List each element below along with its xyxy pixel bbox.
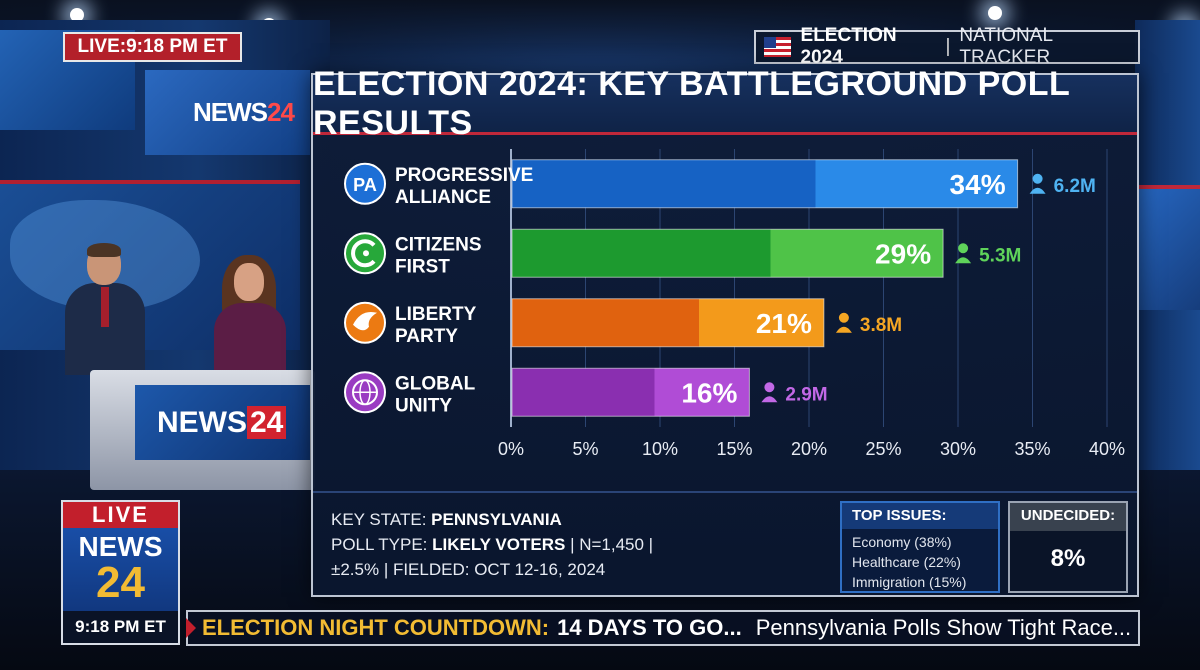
x-tick-label: 15% — [716, 439, 752, 459]
desk-brand-logo: NEWS 24 — [157, 405, 287, 440]
bar-value-label: 34% — [950, 169, 1006, 200]
undecided-title: UNDECIDED: — [1010, 503, 1126, 531]
x-tick-label: 5% — [572, 439, 598, 459]
poll-results-panel: ELECTION 2024: KEY BATTLEGROUND POLL RES… — [311, 65, 1139, 597]
voter-count-label: 3.8M — [860, 315, 902, 336]
live-badge-news: NEWS — [78, 531, 163, 562]
ticker-headline: Pennsylvania Polls Show Tight Race... — [755, 615, 1132, 640]
key-state-label: KEY STATE: — [331, 510, 427, 529]
top-issues-box: TOP ISSUES: Economy (38%) Healthcare (22… — [840, 501, 1000, 593]
tracker-subtitle: NATIONAL TRACKER — [959, 25, 1053, 68]
poll-details: KEY STATE: PENNSYLVANIA POLL TYPE: LIKEL… — [331, 507, 831, 582]
ticker-arrow-icon — [186, 618, 196, 638]
x-tick-label: 20% — [791, 439, 827, 459]
ticker-label: ELECTION NIGHT COUNTDOWN: — [202, 615, 550, 640]
studio-right-screen — [1138, 185, 1200, 310]
bar — [511, 367, 750, 417]
chart-bars — [511, 159, 1019, 417]
ceiling-light — [70, 8, 84, 22]
male-anchor — [65, 243, 145, 375]
person-icon — [955, 243, 972, 264]
live-badge-number: 24 — [96, 558, 145, 607]
party-name-line1: GLOBAL — [395, 373, 476, 394]
x-tick-label: 0% — [498, 439, 524, 459]
citizens-first-logo-icon — [344, 232, 386, 275]
bar-value-label: 16% — [681, 377, 737, 408]
x-tick-label: 10% — [642, 439, 678, 459]
person-icon — [761, 382, 778, 403]
party-name-line2: FIRST — [395, 256, 450, 277]
margin-of-error: ±2.5% — [331, 560, 380, 579]
key-state-value: PENNSYLVANIA — [431, 510, 562, 529]
key-state-line: KEY STATE: PENNSYLVANIA — [331, 507, 831, 532]
us-flag-icon — [764, 37, 791, 57]
studio-brand-screen: NEWS24 — [145, 70, 310, 155]
bar-value-label: 29% — [875, 238, 931, 269]
voter-count-label: 6.2M — [1054, 176, 1096, 197]
issue-item: Immigration (15%) — [852, 574, 967, 590]
voter-count-label: 2.9M — [785, 384, 827, 405]
party-name-line1: PROGRESSIVE — [395, 165, 533, 186]
poll-type-value: LIKELY VOTERS — [432, 535, 566, 554]
anchor-desk-logo-panel: NEWS 24 — [135, 385, 310, 460]
bar — [511, 298, 825, 348]
party-name-line1: CITIZENS — [395, 234, 482, 255]
x-tick-label: 40% — [1089, 439, 1125, 459]
x-axis-ticks: 0% 5% 10% 15% 20% 25% 30% 35% 40% — [498, 439, 1125, 459]
globe-logo-icon — [344, 371, 386, 414]
live-badge-label: LIVE — [63, 502, 178, 528]
tracker-divider: | — [945, 36, 951, 57]
ticker-countdown: 14 DAYS TO GO... — [557, 615, 742, 640]
bar — [511, 228, 944, 278]
poll-type-label: POLL TYPE: — [331, 535, 428, 554]
party-name-line2: ALLIANCE — [395, 187, 491, 208]
sample-size: | N=1,450 | — [570, 535, 654, 554]
person-icon — [1029, 173, 1046, 194]
eagle-logo-icon — [344, 301, 386, 344]
top-issues-title: TOP ISSUES: — [842, 503, 998, 529]
fielded-line: ±2.5% | FIELDED: OCT 12-16, 2024 — [331, 557, 831, 582]
news-ticker: ELECTION NIGHT COUNTDOWN: 14 DAYS TO GO.… — [186, 610, 1140, 646]
party-name-line2: PARTY — [395, 326, 458, 347]
live-badge-time: 9:18 PM ET — [63, 611, 178, 643]
fielded-dates: | FIELDED: OCT 12-16, 2024 — [383, 560, 606, 579]
ceiling-light — [988, 6, 1002, 20]
pa-logo-icon: PA — [344, 162, 386, 205]
svg-text:PA: PA — [353, 175, 377, 195]
party-name-line1: LIBERTY — [395, 304, 477, 325]
x-tick-label: 25% — [865, 439, 901, 459]
person-icon — [835, 312, 852, 333]
live-news-badge: LIVE NEWS 24 9:18 PM ET — [61, 500, 180, 645]
panel-title: ELECTION 2024: KEY BATTLEGROUND POLL RES… — [313, 65, 1137, 142]
poll-type-line: POLL TYPE: LIKELY VOTERS | N=1,450 | — [331, 532, 831, 557]
bar-value-label: 21% — [756, 308, 812, 339]
undecided-box: UNDECIDED: 8% — [1008, 501, 1128, 593]
poll-info-row: KEY STATE: PENNSYLVANIA POLL TYPE: LIKEL… — [313, 491, 1137, 595]
party-name-line2: UNITY — [395, 395, 452, 416]
top-issues-list: Economy (38%) Healthcare (22%) Immigrati… — [842, 529, 998, 595]
x-tick-label: 35% — [1014, 439, 1050, 459]
voter-count-label: 5.3M — [979, 245, 1021, 266]
female-anchor — [212, 255, 287, 370]
live-time-badge: LIVE: 9:18 PM ET — [63, 32, 242, 62]
issue-item: Economy (38%) — [852, 534, 952, 550]
national-tracker-badge: ELECTION 2024 | NATIONAL TRACKER — [754, 25, 1140, 68]
tracker-title: ELECTION 2024 — [800, 25, 897, 68]
bar — [511, 159, 1019, 209]
live-time: 9:18 PM ET — [126, 36, 228, 57]
x-tick-label: 30% — [940, 439, 976, 459]
issue-item: Healthcare (22%) — [852, 554, 961, 570]
live-label: LIVE: — [77, 36, 127, 57]
undecided-value: 8% — [1050, 545, 1086, 572]
studio-brand-logo: NEWS24 — [193, 97, 295, 127]
